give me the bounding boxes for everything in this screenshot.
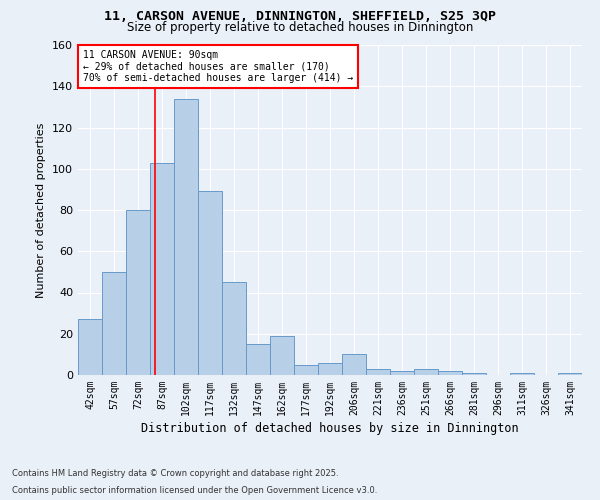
Bar (390, 371, 414, 375)
X-axis label: Distribution of detached houses by size in Dinnington: Distribution of detached houses by size … (141, 422, 519, 435)
Bar (414, 369, 438, 375)
Bar (150, 162, 174, 375)
Text: 11, CARSON AVENUE, DINNINGTON, SHEFFIELD, S25 3QP: 11, CARSON AVENUE, DINNINGTON, SHEFFIELD… (104, 10, 496, 23)
Bar (366, 369, 390, 375)
Bar (78, 320, 102, 375)
Bar (270, 336, 294, 375)
Bar (558, 373, 582, 375)
Text: Size of property relative to detached houses in Dinnington: Size of property relative to detached ho… (127, 21, 473, 34)
Text: Contains public sector information licensed under the Open Government Licence v3: Contains public sector information licen… (12, 486, 377, 495)
Bar (174, 98, 198, 375)
Bar (342, 354, 366, 375)
Bar (438, 371, 462, 375)
Bar (102, 272, 126, 375)
Bar (294, 364, 318, 375)
Bar (198, 192, 222, 375)
Bar (222, 282, 246, 375)
Text: 11 CARSON AVENUE: 90sqm
← 29% of detached houses are smaller (170)
70% of semi-d: 11 CARSON AVENUE: 90sqm ← 29% of detache… (83, 50, 353, 83)
Bar (126, 210, 150, 375)
Y-axis label: Number of detached properties: Number of detached properties (37, 122, 46, 298)
Bar (246, 344, 270, 375)
Text: Contains HM Land Registry data © Crown copyright and database right 2025.: Contains HM Land Registry data © Crown c… (12, 468, 338, 477)
Bar (318, 362, 342, 375)
Bar (510, 373, 534, 375)
Bar (462, 373, 486, 375)
